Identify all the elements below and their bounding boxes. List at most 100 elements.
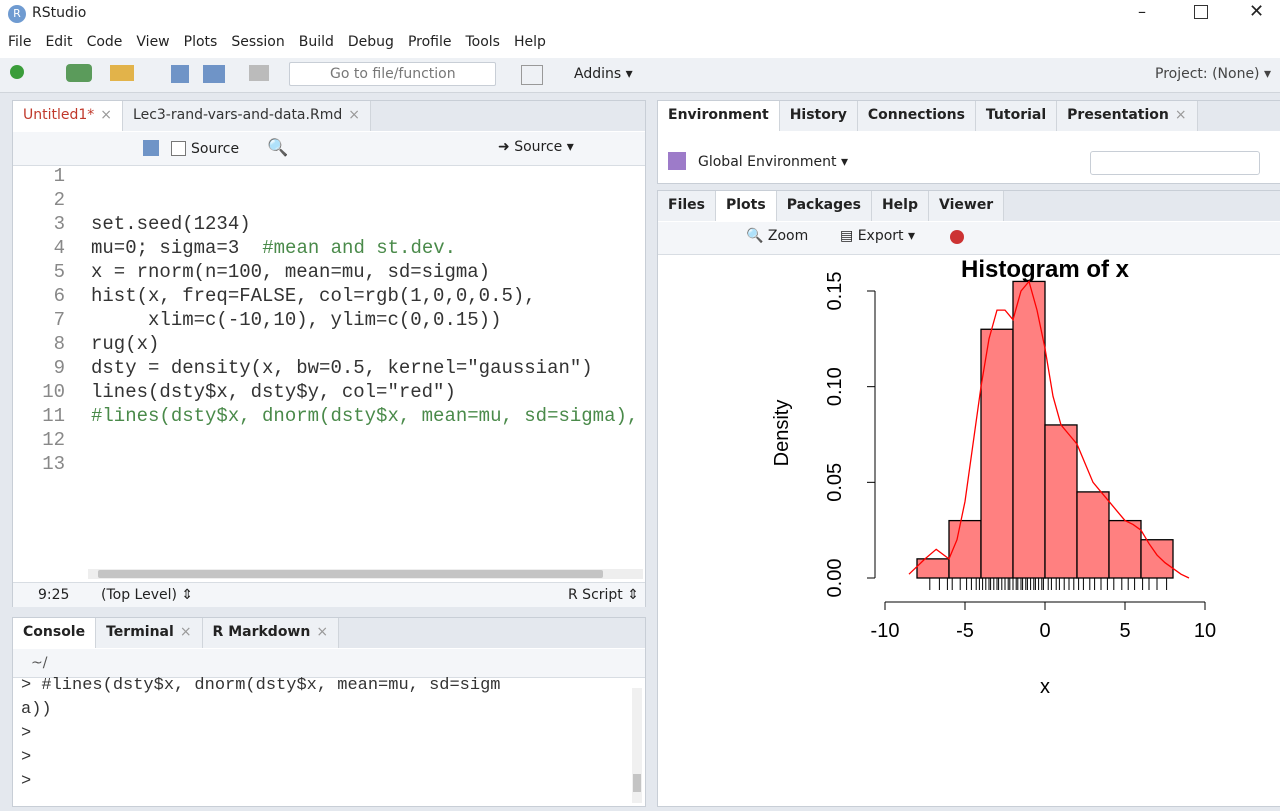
console-line: > — [21, 724, 32, 743]
tab[interactable]: Lec3-rand-vars-and-data.Rmd × — [123, 101, 371, 131]
find-button[interactable]: 🔍 — [267, 138, 289, 158]
environment-icon — [668, 152, 686, 170]
new-file-button[interactable] — [10, 65, 24, 79]
line-number: 3 — [53, 213, 65, 235]
console-line: > — [21, 748, 32, 767]
menu-item[interactable]: Edit — [45, 34, 73, 50]
zoom-label: Zoom — [767, 228, 809, 244]
save-all-button[interactable] — [203, 65, 225, 83]
environment-tabs: Environment History Connections Tutorial Pre… — [658, 101, 1280, 131]
bar — [948, 519, 982, 579]
code-text: lines(dsty$x, dsty$y, col="red") — [91, 381, 456, 403]
h-scrollbar[interactable] — [88, 569, 643, 579]
bar — [1076, 491, 1110, 579]
close-button[interactable]: ✕ — [1249, 1, 1265, 22]
tab-close[interactable]: × — [316, 624, 329, 640]
search-input[interactable] — [1090, 151, 1260, 175]
tab[interactable]: Files — [658, 191, 716, 221]
menu-item[interactable]: Build — [298, 34, 334, 50]
main-toolbar: Go to file/function Addins ▾ Project: (N… — [0, 58, 1280, 93]
tab[interactable]: R Markdown × — [202, 618, 340, 648]
tab[interactable]: Plots — [716, 191, 777, 221]
tab[interactable]: Viewer — [929, 191, 1005, 221]
source-label: Source — [514, 139, 563, 155]
tab[interactable]: Presentation × — [1057, 101, 1198, 131]
tab[interactable]: Packages — [776, 191, 872, 221]
bar — [1108, 519, 1142, 579]
code-line: x = rnorm(n=100, mean=mu, sd=sigma) — [91, 261, 490, 283]
code-text: mu=0; sigma=3 — [91, 237, 240, 259]
editor-toolbar: Source 🔍 ➜ Source ▾ — [13, 132, 645, 166]
files-tabs: Files Plots Packages Help Viewer — [658, 191, 1280, 221]
remove-plot-button[interactable] — [950, 230, 964, 244]
line-number: 11 — [42, 405, 65, 427]
source-button[interactable]: ➜ Source ▾ — [498, 139, 574, 155]
scope-menu[interactable]: (Top Level) ⇕ — [101, 587, 194, 603]
filetype-label: R Script — [568, 587, 623, 603]
goto-input[interactable]: Go to file/function — [289, 62, 496, 86]
editor-pane: Untitled1* × Lec3-rand-vars-and-data.Rmd × … — [12, 100, 646, 607]
layout-button[interactable] — [521, 65, 543, 85]
code-text: dsty = density(x, bw=0.5, kernel="gaussi… — [91, 357, 593, 379]
tab-close[interactable]: × — [100, 107, 113, 123]
scroll-thumb[interactable] — [633, 774, 641, 792]
tab[interactable]: Help — [871, 191, 929, 221]
line-number: 5 — [53, 261, 65, 283]
y-tick-label: 0.00 — [824, 559, 846, 598]
environment-scope[interactable]: Global Environment ▾ — [698, 154, 848, 170]
menu-item[interactable]: View — [136, 34, 170, 50]
menu-item[interactable]: Profile — [407, 34, 452, 50]
plots-toolbar: 🔍 Zoom ▤ Export ▾ — [658, 222, 1280, 255]
line-number: 13 — [42, 453, 65, 475]
menu-item[interactable]: File — [8, 34, 32, 50]
tab-label: Terminal — [106, 624, 174, 640]
new-project-button[interactable] — [66, 64, 92, 82]
menu-item[interactable]: Session — [231, 34, 285, 50]
filetype-menu[interactable]: R Script ⇕ — [568, 587, 639, 603]
save-file-button[interactable] — [143, 140, 159, 156]
tab-label: Plots — [726, 197, 766, 213]
bar — [1044, 424, 1078, 579]
tab-close[interactable]: × — [348, 107, 360, 123]
code-text: rug(x) — [91, 333, 160, 355]
tab-close[interactable]: × — [179, 624, 192, 640]
print-button[interactable] — [249, 65, 269, 81]
export-button[interactable]: ▤ Export ▾ — [840, 228, 915, 244]
menu-item[interactable]: Plots — [183, 34, 218, 50]
maximize-button[interactable] — [1194, 5, 1208, 19]
tab[interactable]: Environment — [658, 101, 780, 131]
menu-item[interactable]: Code — [86, 34, 123, 50]
code-line: xlim=c(-10,10), ylim=c(0,0.15)) — [91, 309, 501, 331]
minimize-button[interactable]: – — [1138, 2, 1146, 21]
v-scrollbar[interactable] — [632, 688, 642, 803]
gutter — [13, 166, 85, 566]
tab[interactable]: Terminal × — [96, 618, 203, 648]
tab-label: Connections — [867, 107, 965, 123]
project-menu[interactable]: Project: (None) ▾ — [1155, 66, 1271, 82]
addins-menu[interactable]: Addins ▾ — [574, 66, 633, 82]
cursor-position: 9:25 — [38, 587, 70, 603]
tab[interactable]: History — [779, 101, 858, 131]
console-path-bar: ~/ — [13, 649, 645, 678]
line-number: 1 — [53, 165, 65, 187]
save-button[interactable] — [171, 65, 189, 83]
menu-item[interactable]: Tools — [465, 34, 500, 50]
menu-item[interactable]: Debug — [347, 34, 394, 50]
editor-status-bar: 9:25 (Top Level) ⇕ R Script ⇕ — [13, 582, 645, 607]
zoom-button[interactable]: 🔍 Zoom — [746, 228, 809, 244]
tab[interactable]: Connections — [857, 101, 976, 131]
tab-label: History — [789, 107, 847, 123]
tab[interactable]: Untitled1* × — [13, 101, 124, 131]
tab[interactable]: Tutorial — [975, 101, 1058, 131]
open-file-button[interactable] — [110, 65, 134, 81]
tab-label: Presentation — [1067, 107, 1169, 123]
menu-item[interactable]: Help — [513, 34, 546, 50]
addins-label: Addins — [574, 66, 622, 82]
y-tick-label: 0.05 — [824, 463, 846, 502]
source-on-save-checkbox[interactable] — [171, 141, 186, 156]
tab-close[interactable]: × — [1174, 107, 1187, 123]
tab[interactable]: Console — [13, 618, 97, 648]
console-line: a)) — [21, 700, 52, 719]
scroll-thumb[interactable] — [98, 570, 603, 578]
